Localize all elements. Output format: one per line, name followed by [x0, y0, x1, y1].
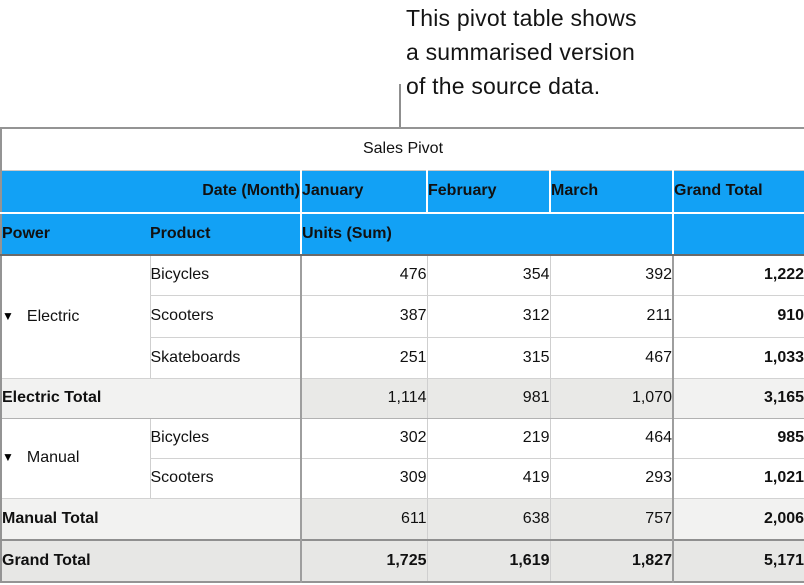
callout-line-2: a summarised version: [406, 39, 635, 65]
value-cell[interactable]: 293: [549, 458, 673, 499]
callout-text: This pivot table shows a summarised vers…: [406, 1, 637, 103]
total-row-manual: Manual Total 611 638 757 2,006: [1, 497, 804, 541]
header-row-months: Date (Month) January February March Gran…: [1, 170, 804, 214]
grand-total-row: Grand Total 1,725 1,619 1,827 5,171: [1, 539, 804, 582]
value-cell[interactable]: 464: [549, 418, 673, 459]
grand-total-value-cell[interactable]: 1,827: [549, 539, 673, 582]
data-row-electric-bicycles: ▼ Electric Bicycles 476 354 392 1,222: [1, 255, 804, 379]
total-value-cell[interactable]: 611: [300, 497, 427, 541]
row-total-cell[interactable]: 1,222: [671, 255, 804, 296]
row-total-cell[interactable]: 1,021: [671, 458, 804, 499]
header-product[interactable]: Product: [150, 213, 301, 256]
total-value-cell[interactable]: 638: [426, 497, 550, 541]
data-row-electric-scooters: Scooters 387 312 211 910: [1, 295, 804, 338]
data-row-manual-scooters: Scooters 309 419 293 1,021: [1, 458, 804, 499]
row-total-cell[interactable]: 985: [671, 418, 804, 459]
value-cell[interactable]: 219: [426, 418, 550, 459]
value-cell[interactable]: 354: [426, 255, 550, 296]
grand-total-label-cell[interactable]: Grand Total: [1, 539, 301, 582]
header-power[interactable]: Power: [1, 213, 150, 256]
product-cell[interactable]: Scooters: [149, 295, 301, 338]
total-grand-cell[interactable]: 2,006: [671, 497, 804, 541]
value-cell[interactable]: 211: [549, 295, 673, 338]
total-value-cell[interactable]: 1,114: [300, 377, 427, 419]
value-cell[interactable]: 419: [426, 458, 550, 499]
grand-total-value-cell[interactable]: 1,619: [426, 539, 550, 582]
header-row-fields: Power Product Units (Sum): [1, 213, 804, 256]
callout-line-1: This pivot table shows: [406, 5, 637, 31]
total-grand-cell[interactable]: 3,165: [671, 377, 804, 419]
title-row: Sales Pivot: [1, 128, 804, 171]
disclosure-triangle-icon[interactable]: ▼: [2, 308, 14, 323]
disclosure-triangle-icon[interactable]: ▼: [2, 450, 14, 464]
value-cell[interactable]: 476: [300, 255, 427, 296]
pivot-table: Sales Pivot Date (Month) January Februar…: [0, 127, 804, 583]
header-january[interactable]: January: [300, 170, 427, 214]
value-cell[interactable]: 302: [300, 418, 427, 459]
product-cell[interactable]: Bicycles: [149, 255, 301, 296]
grand-total-grand-cell[interactable]: 5,171: [671, 539, 804, 582]
data-row-manual-bicycles: ▼ Manual Bicycles 302 219 464 985: [1, 418, 804, 499]
header-units-sum[interactable]: Units (Sum): [300, 213, 673, 256]
grand-total-value-cell[interactable]: 1,725: [300, 539, 427, 582]
row-total-cell[interactable]: 1,033: [671, 337, 804, 379]
product-cell[interactable]: Scooters: [149, 458, 301, 499]
header-grand-total-spacer[interactable]: [671, 213, 804, 256]
header-date-month[interactable]: Date (Month): [1, 170, 301, 214]
value-cell[interactable]: 392: [549, 255, 673, 296]
group-cell-manual[interactable]: ▼ Manual: [1, 418, 150, 499]
data-row-electric-skateboards: Skateboards 251 315 467 1,033: [1, 337, 804, 379]
group-label-electric: Electric: [26, 307, 80, 325]
callout-connector-line: [399, 84, 401, 127]
value-cell[interactable]: 309: [300, 458, 427, 499]
total-row-electric: Electric Total 1,114 981 1,070 3,165: [1, 377, 804, 419]
header-march[interactable]: March: [549, 170, 673, 214]
total-value-cell[interactable]: 757: [549, 497, 673, 541]
value-cell[interactable]: 312: [426, 295, 550, 338]
group-label-manual: Manual: [26, 449, 80, 466]
product-cell[interactable]: Bicycles: [149, 418, 301, 459]
header-february[interactable]: February: [426, 170, 550, 214]
value-cell[interactable]: 387: [300, 295, 427, 338]
value-cell[interactable]: 315: [426, 337, 550, 379]
table-title[interactable]: Sales Pivot: [1, 128, 804, 171]
product-cell[interactable]: Skateboards: [149, 337, 301, 379]
total-label-cell[interactable]: Electric Total: [1, 377, 301, 419]
value-cell[interactable]: 467: [549, 337, 673, 379]
row-total-cell[interactable]: 910: [671, 295, 804, 338]
total-label-cell[interactable]: Manual Total: [1, 497, 301, 541]
total-value-cell[interactable]: 1,070: [549, 377, 673, 419]
callout-line-3: of the source data.: [406, 73, 601, 99]
header-grand-total[interactable]: Grand Total: [671, 170, 804, 214]
value-cell[interactable]: 251: [300, 337, 427, 379]
total-value-cell[interactable]: 981: [426, 377, 550, 419]
group-cell-electric[interactable]: ▼ Electric: [1, 255, 150, 379]
